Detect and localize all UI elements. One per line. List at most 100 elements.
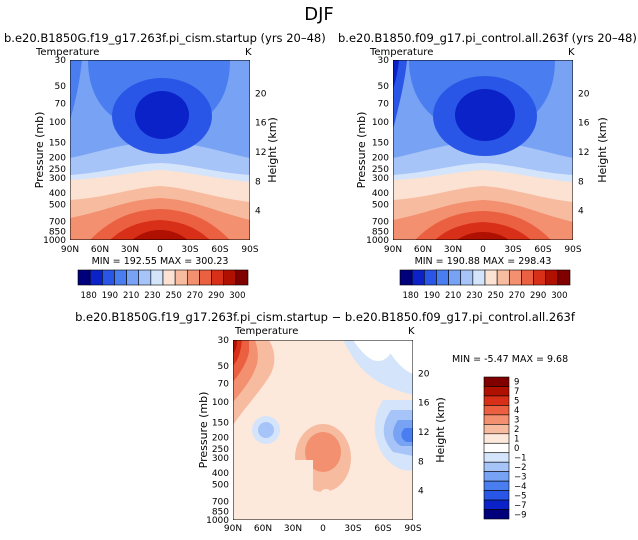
panel-1-colorbar-label: 230 [144, 291, 160, 301]
panel-1-xtick: 60N [91, 245, 109, 255]
panel-2-ytick: 70 [378, 99, 390, 109]
panel-1-ytick: 200 [49, 153, 66, 163]
panel-3-ytick: 50 [218, 362, 230, 372]
panel-1-xtick: 90N [61, 245, 79, 255]
panel-2-y2tick: 8 [578, 177, 584, 187]
panel-3-ytick: 850 [212, 508, 229, 518]
colorbar-swatch [508, 269, 522, 286]
colorbar-swatch [483, 499, 510, 510]
colorbar-swatch [483, 490, 510, 501]
colorbar-swatch [89, 269, 103, 286]
panel-3-y2tick: 16 [418, 399, 430, 409]
panel-3-colorbar-label: 3 [514, 416, 519, 426]
panel-1-ytick: 300 [49, 174, 66, 184]
colorbar-swatch [77, 269, 91, 286]
panel-3: b.e20.B1850G.f19_g17.263f.pi_cism.startu… [75, 310, 576, 534]
panel-2-colorbar-label: 290 [530, 291, 546, 301]
panel-3-xtick: 30N [284, 524, 302, 534]
panel-2-stats: MIN = 190.88 MAX = 298.43 [415, 256, 552, 267]
panel-2-title: b.e20.B1850.f09_g17.pi_control.all.263f … [338, 31, 637, 45]
colorbar-swatch [483, 395, 510, 406]
panel-1: b.e20.B1850G.f19_g17.263f.pi_cism.startu… [4, 31, 326, 301]
panel-1-colorbar-label: 210 [123, 291, 139, 301]
panel-2-ytick: 150 [372, 139, 389, 149]
panel-3-plot [233, 340, 413, 520]
colorbar-swatch [483, 480, 510, 491]
panel-3-y2tick: 8 [418, 457, 424, 467]
colorbar-swatch [436, 269, 449, 286]
panel-2-colorbar-label: 180 [403, 291, 419, 301]
panel-3-colorbar-label: −7 [514, 501, 527, 511]
panel-2-ytick: 200 [372, 153, 389, 163]
panel-1-colorbar-label: 190 [102, 291, 118, 301]
panel-2-colorbar-label: 230 [466, 291, 482, 301]
colorbar-swatch [483, 471, 510, 482]
colorbar-swatch [533, 269, 547, 286]
panel-1-units: K [245, 47, 252, 58]
panel-2-variable: Temperature [369, 47, 433, 58]
panel-1-variable: Temperature [35, 47, 99, 58]
panel-3-xtick: 0 [320, 524, 326, 534]
panel-3-max: 9.68 [547, 354, 568, 365]
panel-2-ytick: 500 [372, 200, 389, 210]
colorbar-swatch [521, 269, 534, 286]
panel-3-colorbar-label: 1 [514, 435, 519, 445]
panel-2-plot [393, 60, 573, 240]
panel-3-xtick: 30S [344, 524, 361, 534]
panel-3-min: -5.47 [484, 354, 509, 365]
panel-2-xtick: 60S [534, 245, 551, 255]
panel-3-ytick: 30 [218, 336, 230, 346]
panel-2-ytick: 100 [372, 118, 389, 128]
colorbar-swatch [101, 269, 115, 286]
panel-3-units: K [408, 326, 415, 337]
panel-3-colorbar-label: 2 [514, 425, 519, 435]
colorbar-swatch [114, 269, 127, 286]
colorbar-swatch [483, 424, 510, 435]
colorbar-swatch [174, 269, 188, 286]
panel-2-colorbar-label: 190 [424, 291, 440, 301]
colorbar-swatch [448, 269, 462, 286]
panel-3-xtick: 60S [374, 524, 391, 534]
panel-2-ytick: 850 [372, 228, 389, 238]
panel-1-ytick: 850 [49, 228, 66, 238]
panel-3-ytick: 100 [212, 398, 229, 408]
colorbar-swatch [545, 269, 559, 286]
panel-3-xtick: 60N [254, 524, 272, 534]
panel-1-min: 192.55 [124, 256, 157, 267]
colorbar-swatch [411, 269, 425, 286]
panel-2-colorbar-label: 250 [488, 291, 504, 301]
panel-3-ytick: 150 [212, 419, 229, 429]
panel-2-min-label: MIN = [415, 256, 444, 267]
panel-2-ytick: 400 [372, 189, 389, 199]
panel-3-colorbar-label: −4 [514, 482, 527, 492]
panel-2-colorbar [399, 269, 571, 286]
panel-1-ytick: 250 [49, 165, 66, 175]
panel-1-y2tick: 20 [255, 89, 267, 99]
panel-3-colorbar-label: −2 [514, 463, 527, 473]
panel-2-y2tick: 16 [578, 119, 590, 129]
colorbar-swatch [162, 269, 176, 286]
panel-2-y2label: Height (km) [596, 117, 609, 183]
panel-3-colorbar-label: 4 [514, 406, 519, 416]
panel-2-xtick: 0 [480, 245, 486, 255]
panel-2: b.e20.B1850.f09_g17.pi_control.all.263f … [338, 31, 637, 301]
panel-3-min-label: MIN = [452, 354, 481, 365]
colorbar-swatch [235, 269, 249, 286]
page-title: DJF [304, 4, 334, 25]
colorbar-swatch [138, 269, 152, 286]
panel-1-y2tick: 8 [255, 177, 261, 187]
colorbar-swatch [211, 269, 225, 286]
panel-3-y2tick: 4 [418, 487, 424, 497]
colorbar-swatch [483, 461, 510, 472]
panel-1-max: 300.23 [195, 256, 228, 267]
panel-1-y2tick: 4 [255, 207, 261, 217]
panel-1-ytick: 500 [49, 200, 66, 210]
panel-2-xtick: 30N [444, 245, 462, 255]
colorbar-swatch [460, 269, 474, 286]
panel-3-variable: Temperature [234, 326, 298, 337]
panel-3-ytick: 500 [212, 480, 229, 490]
panel-3-ytick: 1000 [206, 516, 229, 526]
panel-1-ytick: 700 [49, 218, 66, 228]
panel-3-y2label: Height (km) [434, 397, 447, 463]
colorbar-swatch [150, 269, 164, 286]
